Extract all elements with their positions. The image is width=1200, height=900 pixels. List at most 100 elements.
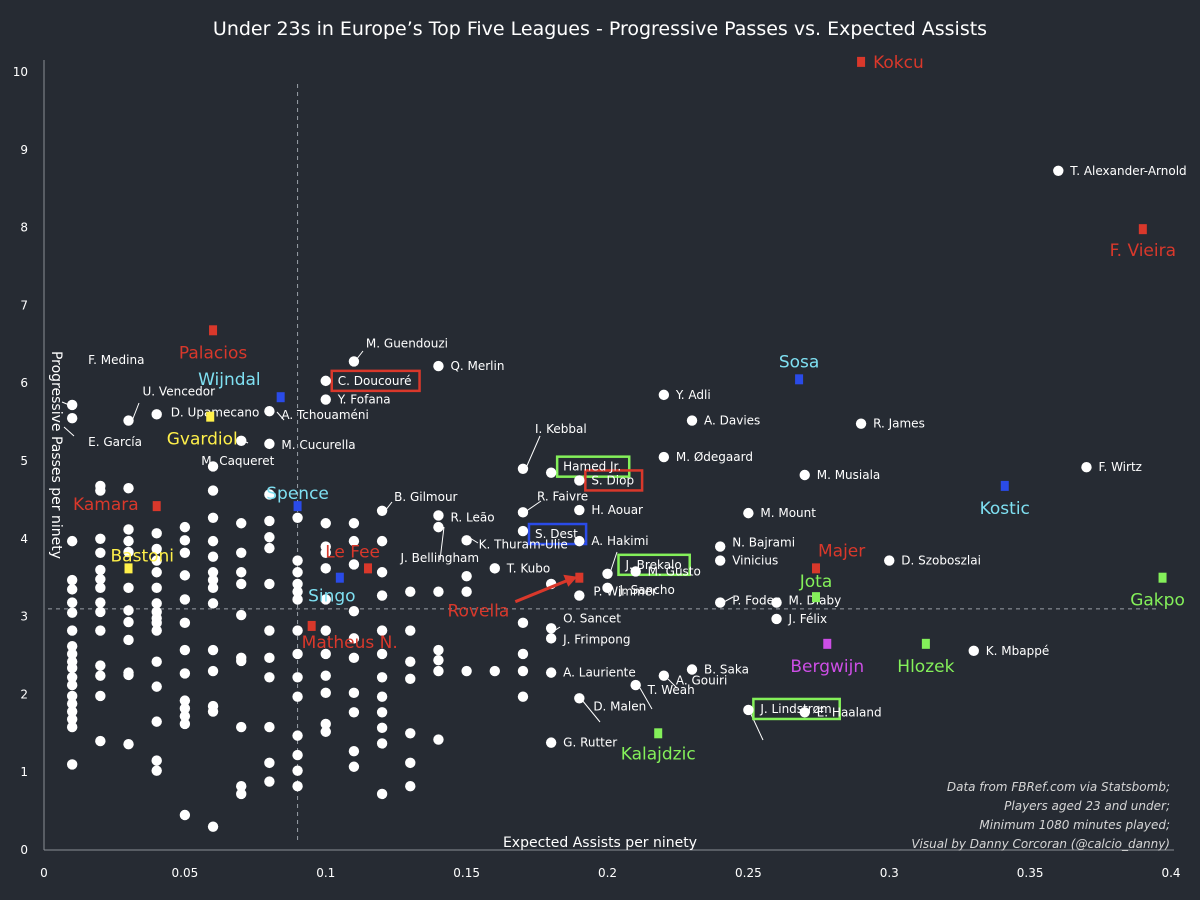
label-leader-line (639, 687, 653, 710)
data-point (376, 691, 388, 702)
data-point (489, 665, 500, 677)
data-point (179, 570, 191, 581)
data-point (376, 590, 388, 601)
data-point (376, 625, 388, 636)
player-label: F. Medina (88, 353, 144, 367)
player-point (545, 737, 557, 748)
player-point (517, 463, 529, 474)
label-leader-line (439, 526, 445, 561)
data-point (405, 728, 416, 739)
data-point (151, 617, 162, 629)
data-point (66, 597, 78, 608)
data-point (264, 721, 275, 733)
y-tick-label: 5 (20, 454, 28, 468)
highlight-label: Bergwijn (790, 657, 864, 677)
player-label: R. Faivre (537, 489, 588, 503)
label-boxes (330, 369, 841, 721)
data-point (151, 656, 162, 667)
player-point (743, 704, 754, 716)
data-point (179, 535, 191, 546)
data-point (264, 776, 275, 787)
data-point (66, 648, 78, 660)
data-point (405, 656, 416, 667)
player-label: G. Rutter (563, 736, 617, 750)
player-label: I. Kebbal (535, 422, 587, 436)
data-point (95, 582, 106, 594)
player-label: S. Diop (591, 473, 634, 487)
data-point (376, 738, 388, 749)
player-point (1053, 165, 1064, 177)
data-point (348, 652, 360, 664)
data-point (292, 749, 303, 761)
highlight-label: Singo (308, 587, 355, 607)
player-label: P. Wimmer (593, 585, 657, 599)
data-point (517, 617, 529, 629)
highlight-label: Hlozek (897, 657, 954, 677)
player-label: J. Bellingham (399, 551, 479, 565)
credit-line: Minimum 1080 minutes played; (979, 818, 1170, 832)
player-point (743, 507, 754, 519)
data-point (461, 570, 472, 582)
player-label: E. Haaland (817, 705, 882, 719)
player-label: J. Lindstrøm (759, 702, 831, 716)
data-point (376, 648, 388, 660)
data-point (376, 567, 388, 578)
player-point (517, 525, 529, 537)
label-leader-line (609, 551, 618, 574)
player-point (630, 679, 641, 691)
highlight-box (330, 369, 421, 393)
data-point (179, 695, 191, 706)
x-tick-label: 0.05 (172, 866, 199, 880)
player-label: D. Upamecano (171, 405, 260, 419)
highlight-label: Kostic (980, 499, 1030, 519)
highlight-marker (335, 572, 344, 583)
data-point (207, 567, 219, 578)
player-point (433, 360, 444, 372)
highlight-marker (293, 501, 302, 512)
player-label: D. Szoboszlai (901, 554, 981, 568)
data-point (123, 634, 134, 646)
highlight-marker (307, 620, 316, 631)
data-point (123, 546, 134, 558)
highlight-marker (857, 56, 866, 67)
y-tick-label: 7 (20, 298, 28, 312)
player-point (574, 475, 585, 486)
player-point (264, 438, 275, 450)
x-tick-label: 0.25 (735, 866, 762, 880)
player-point (715, 555, 726, 566)
data-point (292, 512, 303, 523)
data-point (292, 781, 303, 792)
data-point (66, 640, 78, 652)
data-point (66, 759, 78, 770)
x-tick-label: 0.2 (598, 866, 617, 880)
data-point (376, 707, 388, 718)
rovella-arrow-line (514, 578, 570, 604)
data-point (95, 485, 106, 496)
player-label: Y. Fofana (337, 393, 391, 407)
data-point (292, 578, 303, 590)
data-point (179, 718, 191, 730)
label-leader-line (131, 402, 140, 422)
highlight-marker (124, 563, 133, 574)
data-point (179, 521, 191, 533)
x-tick-label: 0.3 (880, 866, 899, 880)
data-point (95, 574, 106, 585)
y-tick-label: 4 (20, 532, 28, 546)
player-label: R. Leão (450, 510, 494, 524)
data-point (95, 660, 106, 671)
data-point (517, 691, 529, 702)
data-labels: T. Alexander-Arnold F. Medina E. García U. … (88, 164, 1187, 750)
player-point (799, 707, 810, 718)
player-point (715, 597, 726, 608)
player-point (489, 563, 500, 574)
player-label: J. Brekalo (625, 558, 682, 572)
data-point (151, 543, 162, 555)
data-point (123, 524, 134, 535)
player-point (968, 645, 979, 657)
data-point (461, 586, 472, 597)
data-point (66, 672, 78, 683)
player-point (686, 664, 698, 675)
player-point (320, 375, 331, 387)
data-point (236, 518, 247, 529)
x-tick-label: 0 (40, 866, 48, 880)
